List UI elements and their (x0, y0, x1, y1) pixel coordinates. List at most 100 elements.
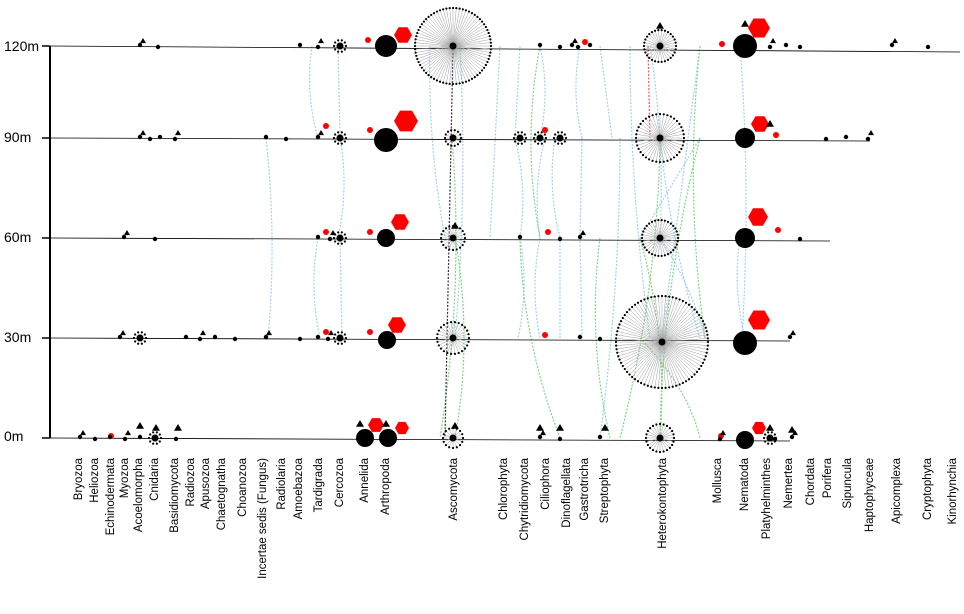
hub-leaf-dot (643, 383, 646, 386)
hub-spoke (430, 45, 454, 78)
hub-leaf-dot (615, 344, 618, 347)
hub-leaf-dot (453, 129, 456, 132)
taxon-label-ciliophora: Ciliophora (540, 457, 552, 509)
hub-spoke (452, 45, 485, 69)
hub-leaf-dot (466, 344, 469, 347)
highlight-node (719, 41, 725, 47)
hub-spoke (661, 299, 680, 343)
hub-spoke (626, 341, 663, 373)
hub-leaf-dot (442, 323, 446, 326)
taxon-label-amoebazoa: Amoebazoa (293, 457, 305, 519)
hub-leaf-dot (334, 48, 337, 51)
taxon-node (537, 42, 543, 48)
hub-spoke (419, 26, 454, 47)
hub-spoke (452, 32, 489, 47)
hub-leaf-dot (706, 348, 709, 351)
hub-spoke (642, 137, 661, 156)
hub-leaf-dot (470, 77, 474, 81)
hub-leaf-dot (152, 442, 155, 445)
taxon-node (783, 42, 789, 48)
hub-leaf-dot (674, 41, 677, 44)
hub-spoke (620, 320, 663, 343)
hub-leaf-dot (675, 119, 679, 123)
hub-leaf-dot (648, 251, 651, 254)
hub-leaf-dot (623, 367, 626, 371)
hub-leaf-dot (660, 60, 663, 64)
hub-leaf-dot (650, 58, 654, 61)
hub-leaf-dot (671, 35, 675, 38)
hub-spoke (661, 300, 684, 343)
hub-leaf-dot (615, 337, 618, 340)
taxon-node (717, 436, 723, 442)
hub-leaf-dot (641, 119, 645, 123)
hub-center-node (536, 134, 544, 142)
hub-leaf-dot (681, 299, 684, 303)
hub-spoke (655, 137, 661, 162)
hub-spoke (661, 298, 677, 343)
hub-leaf-dot (653, 254, 657, 257)
highlight-node (323, 229, 329, 235)
hub-spoke (661, 334, 708, 343)
hub-ascomycota-120m (413, 6, 493, 86)
hub-leaf-dot (427, 74, 430, 77)
hub-spoke (416, 35, 454, 47)
taxon-label-choanozoa: Choanozoa (237, 457, 249, 516)
taxon-node (735, 228, 755, 248)
hub-leaf-dot (149, 440, 152, 443)
hub-spoke (661, 314, 700, 343)
taxon-node (92, 436, 98, 442)
hub-spoke (452, 26, 487, 47)
hub-spoke (425, 18, 454, 47)
hub-leaf-dot (427, 15, 430, 18)
triangle-marker (328, 330, 334, 336)
hub-leaf-dot (458, 227, 462, 230)
taxon-node (789, 434, 795, 440)
hub-leaf-dot (770, 442, 773, 445)
taxon-node (315, 44, 321, 50)
hub-leaf-dot (557, 131, 560, 134)
highlight-node (367, 329, 373, 335)
hub-spoke (452, 45, 478, 76)
taxon-label-annelida: Annelida (359, 457, 371, 502)
hub-spoke (659, 137, 684, 143)
hub-leaf-dot (344, 236, 348, 240)
taxon-label-cnidaria: Cnidaria (149, 457, 161, 500)
hub-leaf-dot (664, 295, 667, 298)
hub-leaf-dot (332, 336, 336, 340)
hub-leaf-dot (644, 156, 647, 159)
taxon-label-heliozoa: Heliozoa (89, 457, 101, 502)
hub-small (147, 431, 163, 445)
triangle-marker (601, 424, 609, 431)
hub-leaf-dot (666, 58, 670, 61)
hub-spoke (644, 299, 663, 343)
hub-leaf-dot (676, 240, 679, 243)
taxon-node (263, 334, 269, 340)
highlight-hexagon (748, 310, 770, 330)
hub-leaf-dot (682, 140, 685, 143)
hub-leaf-dot (442, 440, 445, 443)
hub-leaf-dot (671, 54, 675, 57)
hub-center-node (449, 134, 457, 142)
taxon-node (374, 128, 398, 152)
hub-leaf-dot (623, 313, 626, 317)
hub-leaf-dot (643, 48, 646, 51)
hub-leaf-dot (440, 233, 443, 236)
hub-spoke (645, 137, 661, 158)
hub-leaf-dot (435, 336, 439, 340)
hub-leaf-dot (650, 31, 654, 34)
hub-spoke (636, 137, 661, 143)
hub-small (332, 39, 348, 53)
hub-spoke (619, 324, 663, 343)
hub-spoke (648, 137, 661, 160)
hub-leaf-dot (668, 295, 671, 298)
hub-spoke (654, 296, 663, 343)
hub-leaf-dot (646, 297, 649, 300)
depth-label-30m: 30m (4, 329, 31, 345)
hub-leaf-dot (653, 295, 656, 298)
hub-spoke (452, 45, 464, 83)
hub-leaf-dot (418, 63, 422, 67)
hub-leaf-dot (657, 28, 660, 32)
hub-leaf-dot (467, 336, 471, 340)
hub-leaf-dot (464, 80, 468, 83)
taxon-node (137, 42, 143, 48)
